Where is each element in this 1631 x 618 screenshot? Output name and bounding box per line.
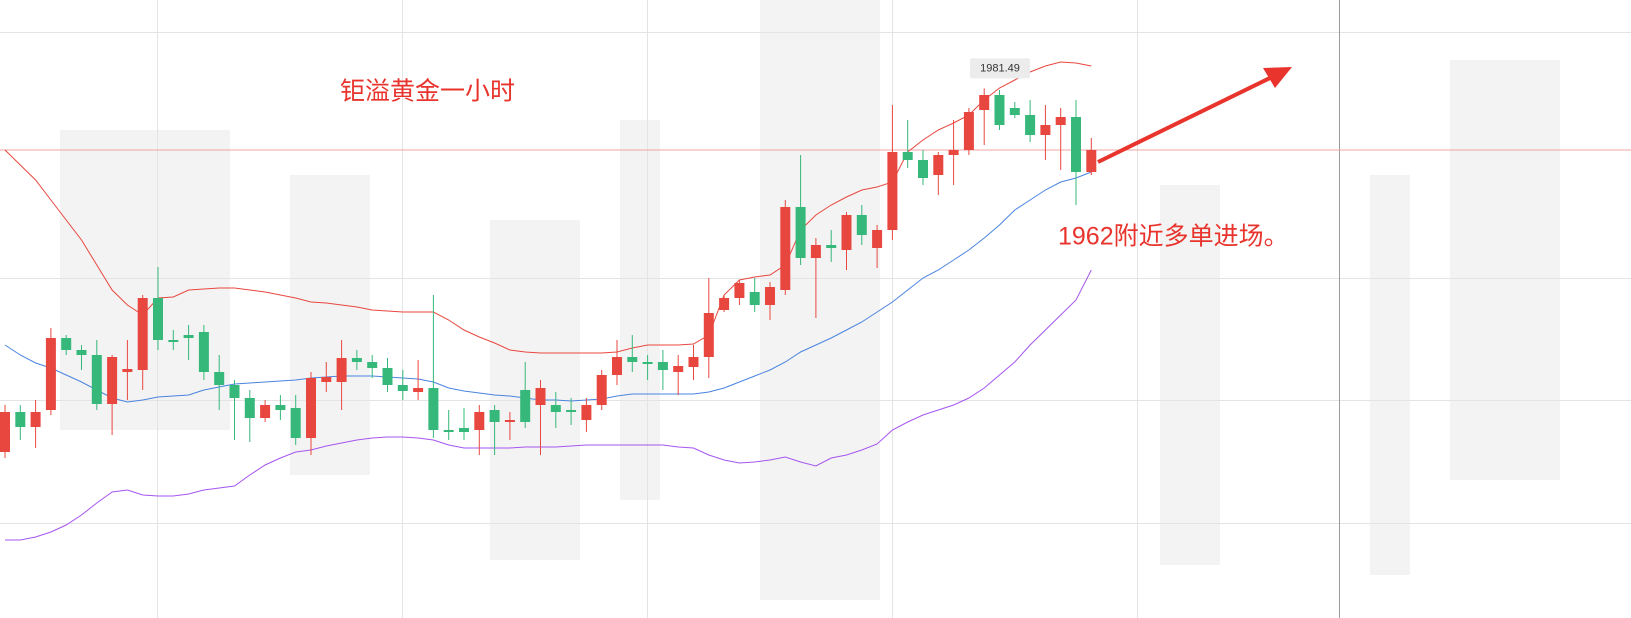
candle-body [244, 398, 255, 418]
candle-body [413, 388, 424, 392]
candle-body [872, 230, 883, 248]
candle-body [0, 412, 10, 452]
candle-body [382, 368, 393, 385]
plot: 1981.49 [0, 58, 1631, 541]
chart-title: 钜溢黄金一小时 [340, 78, 515, 106]
candle-body [887, 152, 898, 230]
band-line [4, 171, 1092, 403]
candle-body [1009, 108, 1020, 115]
candle-body [627, 357, 638, 362]
candle-body [581, 405, 592, 420]
candle-body [122, 369, 133, 372]
candle-body [673, 366, 684, 372]
candle-body [45, 338, 56, 410]
candle-body [535, 388, 546, 405]
candle-body [489, 410, 500, 422]
candle-body [351, 358, 362, 362]
annotation: 1962附近多单进场。 [1058, 223, 1289, 251]
candle-body [290, 408, 301, 438]
candle-body [15, 412, 26, 427]
candle-body [856, 215, 867, 235]
candle-body [642, 362, 653, 364]
candle-body [336, 358, 347, 382]
candle-body [1086, 150, 1097, 172]
candle-body [474, 412, 485, 430]
candle-body [826, 245, 837, 248]
candle-body [504, 420, 515, 422]
candle-body [657, 362, 668, 370]
candle-body [183, 335, 194, 338]
candle-body [902, 152, 913, 160]
candle-body [566, 410, 577, 412]
candle-body [306, 378, 316, 438]
candle-body [918, 160, 928, 178]
candle-body [749, 292, 760, 305]
candle-body [703, 313, 714, 357]
candle-body [1040, 125, 1051, 135]
candle-body [963, 112, 974, 150]
candle-body [780, 207, 791, 290]
candle-body [979, 95, 990, 110]
candle-body [994, 95, 1005, 125]
candle-body [76, 350, 87, 355]
arrow [1097, 67, 1292, 164]
candle-body [168, 340, 179, 342]
candle-body [198, 332, 209, 372]
candle-body [321, 377, 332, 382]
candle-body [612, 357, 622, 375]
candle-body [428, 388, 439, 430]
candle-body [137, 298, 148, 370]
candle-body [1025, 115, 1036, 135]
band-line [4, 61, 1092, 354]
candle-body [459, 428, 469, 432]
candle-body [734, 283, 745, 298]
candle-body [30, 412, 41, 427]
candle-body [1071, 117, 1081, 172]
candle-body [933, 155, 944, 175]
candle-body [275, 405, 286, 410]
candle-body [810, 245, 821, 258]
candle-body [841, 215, 852, 250]
watermark [60, 0, 1560, 600]
candle-body [1055, 117, 1066, 125]
candle-body [153, 298, 163, 340]
candle-body [260, 405, 271, 418]
candle-body [520, 390, 531, 422]
candle-body [367, 362, 378, 368]
candle-body [688, 357, 699, 367]
candle-body [795, 207, 806, 258]
band-line [5, 269, 1092, 541]
candle-body [550, 405, 561, 412]
candle-body [107, 357, 118, 404]
candle-body [229, 385, 240, 398]
candle-body [214, 372, 225, 385]
candle-body [61, 338, 72, 350]
candle-body [91, 355, 102, 404]
high-label: 1981.49 [980, 62, 1020, 74]
candle-body [719, 298, 730, 310]
candle-body [596, 375, 607, 405]
candle-body [443, 430, 454, 432]
high-label-box [970, 58, 1030, 79]
candle-body [765, 287, 775, 305]
candle-body [397, 385, 408, 391]
candle-body [948, 150, 959, 155]
